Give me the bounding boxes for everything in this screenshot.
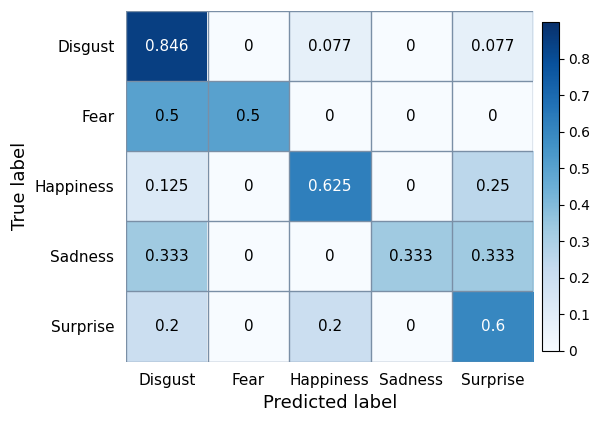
Text: 0.125: 0.125	[145, 179, 188, 194]
Text: 0: 0	[244, 319, 253, 334]
Text: 0.625: 0.625	[308, 179, 352, 194]
Text: 0: 0	[244, 249, 253, 264]
Text: 0: 0	[406, 319, 416, 334]
Text: 0: 0	[325, 249, 335, 264]
Text: 0.077: 0.077	[308, 38, 352, 54]
Text: 0.6: 0.6	[481, 319, 505, 334]
Y-axis label: True label: True label	[11, 142, 29, 231]
Text: 0: 0	[488, 109, 497, 124]
Text: 0: 0	[244, 179, 253, 194]
Text: 0.5: 0.5	[236, 109, 260, 124]
Text: 0.2: 0.2	[155, 319, 179, 334]
Text: 0.333: 0.333	[471, 249, 515, 264]
Text: 0.846: 0.846	[145, 38, 188, 54]
Text: 0: 0	[244, 38, 253, 54]
Text: 0.5: 0.5	[155, 109, 179, 124]
Text: 0.333: 0.333	[145, 249, 189, 264]
Text: 0.333: 0.333	[389, 249, 433, 264]
Text: 0: 0	[406, 179, 416, 194]
Text: 0.2: 0.2	[318, 319, 342, 334]
Text: 0.25: 0.25	[476, 179, 509, 194]
Text: 0: 0	[406, 38, 416, 54]
Text: 0: 0	[406, 109, 416, 124]
X-axis label: Predicted label: Predicted label	[263, 394, 397, 412]
Text: 0: 0	[325, 109, 335, 124]
Text: 0.077: 0.077	[471, 38, 514, 54]
